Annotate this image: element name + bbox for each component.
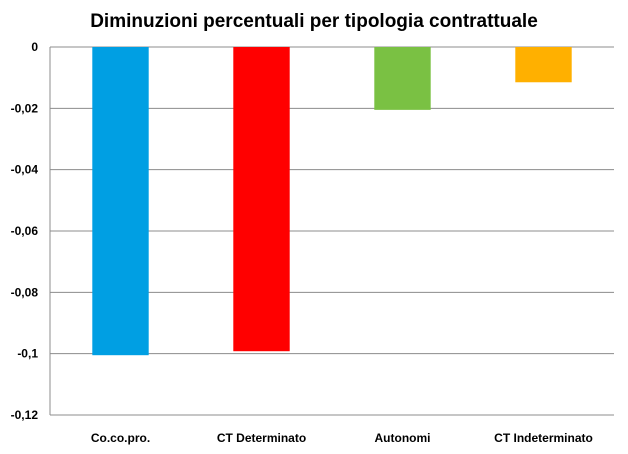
bar-3	[515, 47, 572, 83]
y-tick-label: -0,02	[11, 101, 39, 115]
y-tick-label: -0,04	[11, 163, 39, 177]
x-category-label: Autonomi	[375, 431, 431, 445]
x-category-label: CT Indeterminato	[494, 431, 593, 445]
x-category-label: Co.co.pro.	[91, 431, 150, 445]
bar-1	[233, 47, 290, 352]
y-tick-label: -0,08	[11, 285, 39, 299]
bar-0	[92, 47, 149, 356]
chart-title: Diminuzioni percentuali per tipologia co…	[90, 11, 538, 32]
y-axis-ticks: 0 -0,02 -0,04 -0,06 -0,08 -0,1 -0,12	[11, 40, 39, 422]
bar-2	[374, 47, 431, 110]
y-tick-label: -0,1	[17, 347, 38, 361]
y-tick-label: -0,06	[11, 224, 39, 238]
x-axis-categories: Co.co.pro. CT Determinato Autonomi CT Indet…	[91, 431, 593, 445]
x-category-label: CT Determinato	[217, 431, 306, 445]
bars	[92, 47, 572, 356]
y-tick-label: -0,12	[11, 408, 39, 422]
y-tick-label: 0	[31, 40, 38, 54]
